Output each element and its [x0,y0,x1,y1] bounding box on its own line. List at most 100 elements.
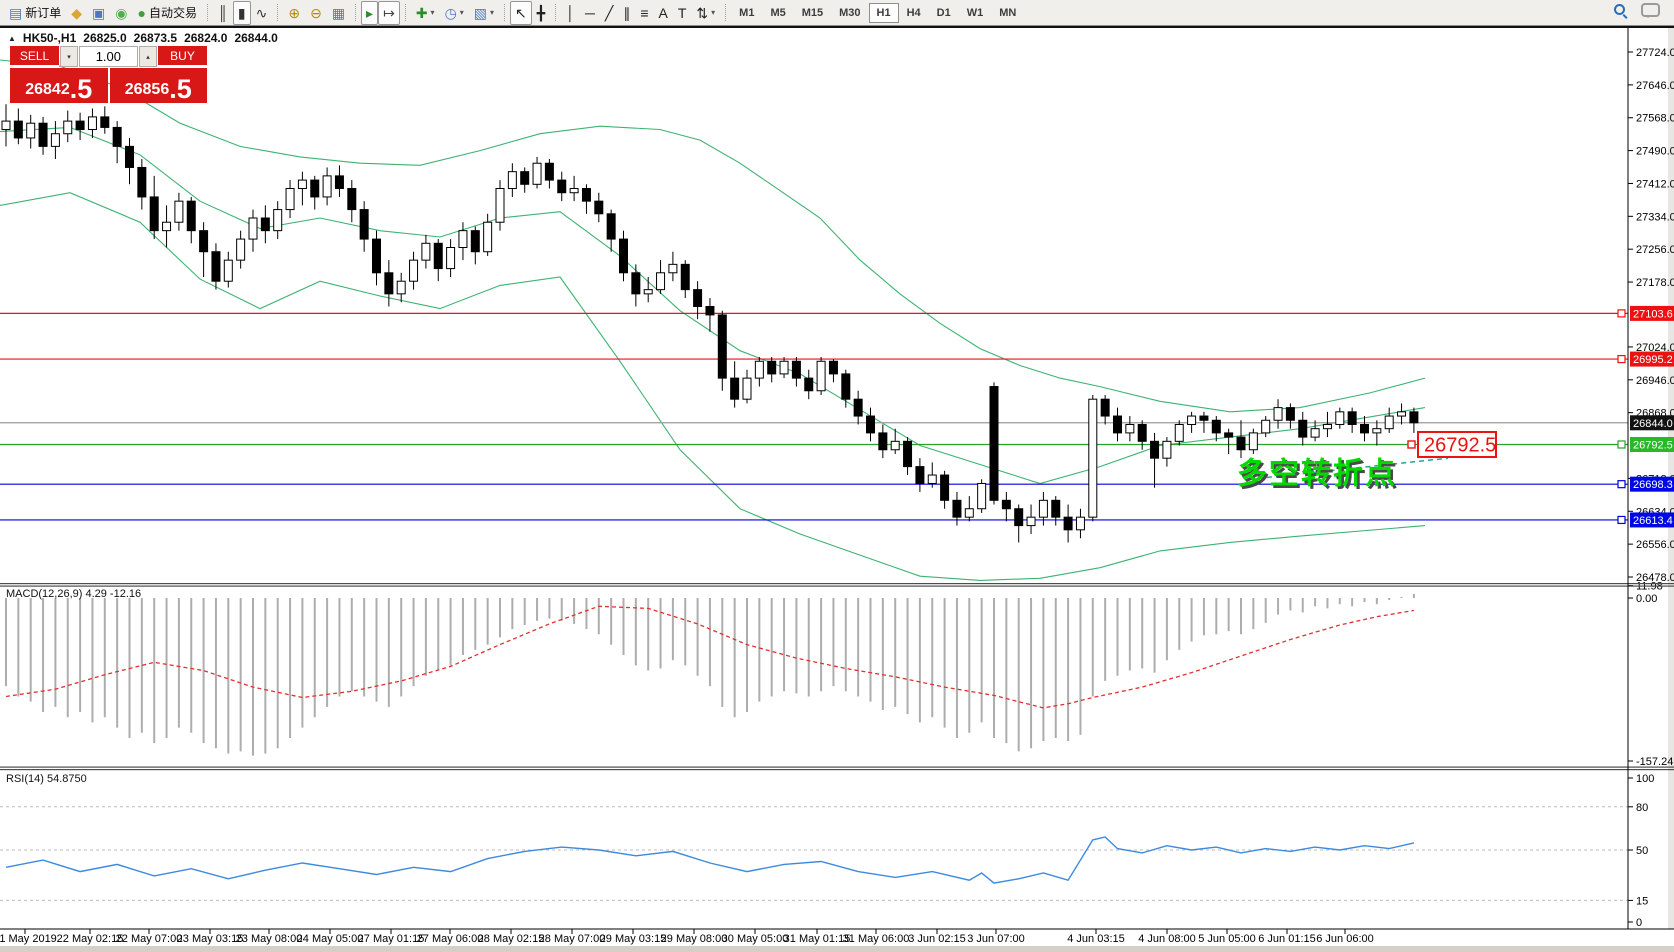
templates-button[interactable]: ▧ ▾ [469,1,499,25]
search-button[interactable] [1614,3,1627,22]
candle-up [63,120,73,135]
candle-down [619,238,628,274]
candlestick-chart-button[interactable]: ▮ [232,0,251,25]
profile-button[interactable]: ◆ [66,1,87,25]
timeframe-h1[interactable]: H1 [868,2,899,23]
bar-chart-button[interactable]: ║ [213,1,233,25]
candle-up [569,188,579,194]
line-anchor[interactable] [1617,309,1626,318]
fibonacci-button[interactable]: ≡ [635,1,653,25]
timeframe-mn[interactable]: MN [999,6,1017,19]
chart-shift-button[interactable]: ↦ [378,0,400,25]
data-window-button[interactable]: ◉ [110,1,132,25]
line-anchor[interactable] [1617,480,1626,489]
crosshair-icon: ╋ [536,4,546,21]
candle-up [532,162,542,185]
toolbar: ▤ 新订单 ◆ ▣ ◉ ● 自动交易 ║ ▮ ∿ ⊕ ⊖ ▦ ▸ ↦ ✚ ▾ ◷ ▾ ▧ ▾ ↖ ╋ │ ─ ╱ ∥ ≡ A T ⇅ ▾ M1 M… [0,0,1674,26]
candle-up [1,120,11,131]
profile-icon: ◆ [71,4,83,21]
toolbar-group: ✚ ▾ ◷ ▾ ▧ ▾ [411,0,499,25]
candle-down [717,314,727,379]
timeframe-m5[interactable]: M5 [770,6,786,19]
volume-increase-button[interactable]: ▴ [139,46,157,67]
candle-down [1001,499,1011,510]
candle-down [853,398,863,417]
cursor-button[interactable]: ↖ [510,0,532,25]
candle-down [334,175,344,190]
arrows-button[interactable]: ⇅ ▾ [691,1,720,25]
collapse-icon[interactable]: ▲ [8,33,16,43]
timeframe-m1[interactable]: M1 [739,6,755,19]
candle-down [544,162,554,181]
periods-button[interactable]: ◷ ▾ [440,1,469,25]
candle-down [1409,411,1419,424]
equidistant-channel-button[interactable]: ∥ [618,1,635,25]
toolbar-separator [277,4,279,21]
candle-down [1360,423,1369,434]
trendline-object[interactable] [1257,457,1449,480]
market-watch-button[interactable]: ▣ [87,1,110,25]
zoom-in-button[interactable]: ⊕ [283,1,305,25]
pane-separator[interactable] [0,585,1674,587]
timeframe-m15[interactable]: M15 [801,6,824,19]
indicators-button[interactable]: ✚ ▾ [411,1,440,25]
sell-button[interactable]: SELL [10,46,59,67]
chat-button[interactable] [1641,3,1660,22]
auto-trading-button[interactable]: ● 自动交易 [132,1,201,25]
open-price: 26825.0 [83,31,127,45]
time-tick-label: 29 May 03:15 [600,933,667,945]
crosshair-button[interactable]: ╋ [532,1,550,25]
pane-separator[interactable] [0,583,1674,585]
candle-down [767,360,777,375]
candle-down [1137,423,1147,442]
timeframe-w1[interactable]: W1 [966,6,984,19]
time-tick-label: 30 May 05:00 [722,933,789,945]
timeframe-d1[interactable]: D1 [936,6,951,19]
text-icon: A [658,4,668,21]
candles [1,104,1419,543]
line-anchor[interactable] [1617,515,1626,525]
candle-up [322,175,332,198]
zoom-in-icon: ⊕ [288,4,301,21]
text-button[interactable]: A [654,1,673,25]
sell-price-display[interactable]: 26842 .5 [10,68,108,103]
candle-up [643,289,653,295]
line-anchor[interactable] [1617,354,1626,364]
annotation-text[interactable]: 多空转折点 [1237,457,1397,490]
timeframe-m30[interactable]: M30 [839,6,861,19]
text-label-button[interactable]: T [673,1,692,25]
macd-pane[interactable]: MACD(12,26,9) 4.29 -12.16 [5,588,1415,756]
line-anchor[interactable] [1617,440,1626,449]
tile-windows-icon: ▦ [331,4,346,21]
tile-windows-button[interactable]: ▦ [327,1,350,25]
candle-up [1026,516,1036,527]
candle-down [989,386,999,501]
rsi-pane[interactable]: RSI(14) 54.8750 [0,773,1628,901]
pane-separator[interactable] [0,769,1674,771]
callout-anchor[interactable] [1407,440,1416,449]
auto-scroll-button[interactable]: ▸ [361,0,379,25]
toolbar-separator [555,4,557,21]
line-chart-button[interactable]: ∿ [251,1,273,25]
buy-price-display[interactable]: 26856 .5 [109,68,207,103]
candle-up [890,440,900,451]
price-level-badge [1630,476,1674,492]
horizontal-line-button[interactable]: ─ [580,1,600,25]
zoom-out-button[interactable]: ⊖ [305,1,327,25]
time-tick-label: 22 May 07:00 [116,933,183,945]
volume-input[interactable] [79,46,138,67]
price-level-badge [1630,351,1674,367]
price-badge-label: 26792.5 [1633,439,1673,451]
data-window-icon: ◉ [115,4,128,21]
volume-decrease-button[interactable]: ▾ [60,46,78,67]
new-order-button[interactable]: ▤ 新订单 [4,1,66,25]
vertical-line-button[interactable]: │ [561,1,580,25]
price-callout-box[interactable] [1417,430,1497,458]
pane-separator[interactable] [0,766,1674,768]
timeframe-h4[interactable]: H4 [906,6,921,19]
buy-button[interactable]: BUY [158,46,207,67]
trendline-button[interactable]: ╱ [600,1,618,25]
